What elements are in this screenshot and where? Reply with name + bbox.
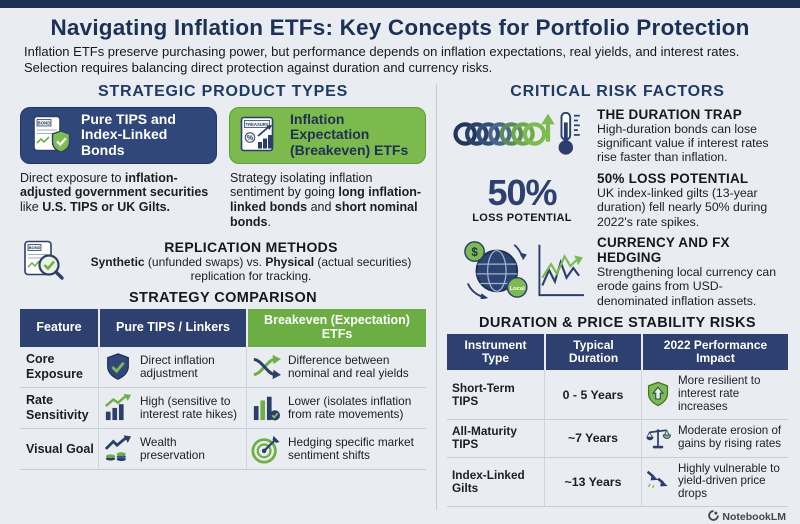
- breakeven-core-exposure-text: Difference between nominal and real yiel…: [288, 352, 409, 380]
- instrument-label: Index-Linked Gilts: [447, 458, 544, 507]
- left-section-heading: STRATEGIC PRODUCT TYPES: [97, 82, 349, 100]
- page-subtitle: Inflation ETFs preserve purchasing power…: [24, 44, 740, 75]
- watermark-text: NotebookLM: [722, 510, 786, 523]
- replication-heading: REPLICATION METHODS: [164, 238, 338, 255]
- bond-shield-icon: BOND: [28, 114, 74, 156]
- bar-chart-check-icon: [250, 393, 282, 423]
- growth-coins-icon: [102, 434, 134, 464]
- breakeven-description: Strategy isolating inflation sentiment b…: [230, 170, 422, 229]
- currency-hedging-text: Strengthening local currency can erode g…: [597, 264, 777, 308]
- duration-trap-title: THE DURATION TRAP: [597, 106, 742, 122]
- replication-body: REPLICATION METHODS Synthetic (unfunded …: [76, 239, 426, 284]
- comparison-row-core-exposure: Core Exposure Direct inflation adjustmen…: [20, 346, 426, 388]
- svg-text:$: $: [471, 246, 478, 259]
- pure-tips-description: Direct exposure to inflation-adjusted go…: [20, 170, 209, 215]
- comparison-col-feature: Feature: [20, 309, 98, 347]
- breakeven-rate-sensitivity-text: Lower (isolates inflation from rate move…: [288, 393, 412, 421]
- duration-value: 0 - 5 Years: [544, 370, 641, 420]
- replication-methods: BOND REPLICATION METHODS Synthetic (unfu…: [20, 239, 426, 284]
- comparison-row-rate-sensitivity: Rate Sensitivity: [20, 387, 426, 429]
- comparison-col-breakeven: Breakeven (Expectation) ETFs: [246, 309, 426, 347]
- notebooklm-logo-icon: [708, 510, 720, 524]
- card-descriptions: Direct exposure to inflation-adjusted go…: [20, 171, 426, 230]
- bond-magnifier-icon: BOND: [20, 239, 68, 283]
- risk-table-header-row: Instrument Type Typical Duration 2022 Pe…: [447, 334, 788, 371]
- loss-potential-title: 50% LOSS POTENTIAL: [597, 170, 749, 186]
- tips-visual-goal-text: Wealth preservation: [140, 434, 205, 462]
- replication-text: Synthetic (unfunded swaps) vs. Physical …: [90, 254, 412, 283]
- comparison-col-tips: Pure TIPS / Linkers: [98, 309, 246, 347]
- loss-potential-stat-label: LOSS POTENTIAL: [472, 212, 572, 224]
- loss-potential-text: UK index-linked gilts (13-year duration)…: [597, 185, 768, 229]
- page-title: Navigating Inflation ETFs: Key Concepts …: [50, 15, 750, 40]
- impact-index-linked-gilts-text: Highly vulnerable to yield-driven price …: [678, 461, 780, 501]
- instrument-label: All-Maturity TIPS: [447, 420, 544, 458]
- rising-chart-icon: [102, 393, 134, 423]
- duration-coil-thermometer-icon: [452, 107, 592, 164]
- risk-col-impact: 2022 Performance Impact: [641, 334, 788, 371]
- balance-scale-icon: [645, 425, 672, 452]
- top-accent-bar: [0, 0, 800, 8]
- svg-text:Local: Local: [510, 286, 526, 292]
- svg-text:%: %: [247, 135, 254, 142]
- duration-risks-table: Instrument Type Typical Duration 2022 Pe…: [447, 334, 788, 507]
- watermark: NotebookLM: [447, 510, 788, 524]
- main-content: STRATEGIC PRODUCT TYPES BOND Pure TI: [0, 76, 800, 524]
- card-breakeven-etfs-label: Inflation Expectation (Breakeven) ETFs: [290, 110, 409, 159]
- tips-rate-sensitivity-text: High (sensitive to interest rate hikes): [140, 393, 238, 421]
- crossing-arrows-icon: [250, 352, 282, 382]
- globe-fx-chart-icon: $ Local: [456, 239, 588, 304]
- currency-hedging-title: CURRENCY AND FX HEDGING: [597, 234, 730, 265]
- shield-up-icon: [645, 381, 672, 408]
- product-cards: BOND Pure TIPS and Index-Linked Bonds: [20, 106, 426, 164]
- duration-value: ~13 Years: [544, 457, 641, 507]
- card-pure-tips: BOND Pure TIPS and Index-Linked Bonds: [20, 106, 217, 164]
- risk-loss-potential: 50% LOSS POTENTIAL 50% LOSS POTENTIAL UK…: [447, 171, 788, 229]
- treasury-chart-icon: TREASURY %: [237, 114, 283, 156]
- right-section-heading: CRITICAL RISK FACTORS: [510, 82, 725, 100]
- card-pure-tips-label: Pure TIPS and Index-Linked Bonds: [81, 110, 176, 159]
- down-arrows-icon: [645, 468, 672, 495]
- risk-row-all-maturity-tips: All-Maturity TIPS ~7 Years: [447, 419, 788, 458]
- risk-row-index-linked-gilts: Index-Linked Gilts ~13 Years: [447, 457, 788, 507]
- duration-risks-heading: DURATION & PRICE STABILITY RISKS: [478, 315, 757, 332]
- instrument-label: Short-Term TIPS: [447, 370, 544, 420]
- column-divider: [436, 83, 437, 510]
- feature-label: Rate Sensitivity: [20, 388, 98, 429]
- risk-col-instrument: Instrument Type: [447, 334, 544, 371]
- feature-label: Core Exposure: [20, 347, 98, 388]
- comparison-row-visual-goal: Visual Goal: [20, 428, 426, 470]
- duration-value: ~7 Years: [544, 419, 641, 458]
- tips-core-exposure-text: Direct inflation adjustment: [140, 352, 215, 380]
- shield-check-icon: [102, 352, 134, 382]
- duration-trap-text: High-duration bonds can lose significant…: [597, 121, 769, 165]
- impact-all-maturity-tips-text: Moderate erosion of gains by rising rate…: [678, 424, 782, 451]
- strategy-comparison-heading: STRATEGY COMPARISON: [128, 290, 318, 307]
- risk-row-short-term-tips: Short-Term TIPS 0 - 5 Years More resilie…: [447, 370, 788, 420]
- target-dart-icon: [250, 434, 282, 464]
- critical-risk-factors-section: CRITICAL RISK FACTORS: [447, 80, 788, 524]
- svg-text:BOND: BOND: [38, 121, 51, 126]
- feature-label: Visual Goal: [20, 429, 98, 470]
- risk-duration-trap: THE DURATION TRAP High-duration bonds ca…: [447, 107, 788, 165]
- strategic-product-types-section: STRATEGIC PRODUCT TYPES BOND Pure TI: [20, 80, 426, 524]
- svg-text:BOND: BOND: [29, 245, 41, 250]
- comparison-header-row: Feature Pure TIPS / Linkers Breakeven (E…: [20, 309, 426, 347]
- card-breakeven-etfs: TREASURY % Inflation Expectation (Breake…: [229, 106, 426, 164]
- risk-col-duration: Typical Duration: [544, 334, 641, 371]
- impact-short-term-tips-text: More resilient to interest rate increase…: [678, 374, 761, 413]
- loss-potential-stat: 50%: [487, 171, 557, 213]
- svg-text:TREASURY: TREASURY: [246, 122, 269, 127]
- breakeven-visual-goal-text: Hedging specific market sentiment shifts: [288, 434, 414, 462]
- risk-currency-hedging: $ Local CURRENCY AND FX HEDGING Strength…: [447, 235, 788, 308]
